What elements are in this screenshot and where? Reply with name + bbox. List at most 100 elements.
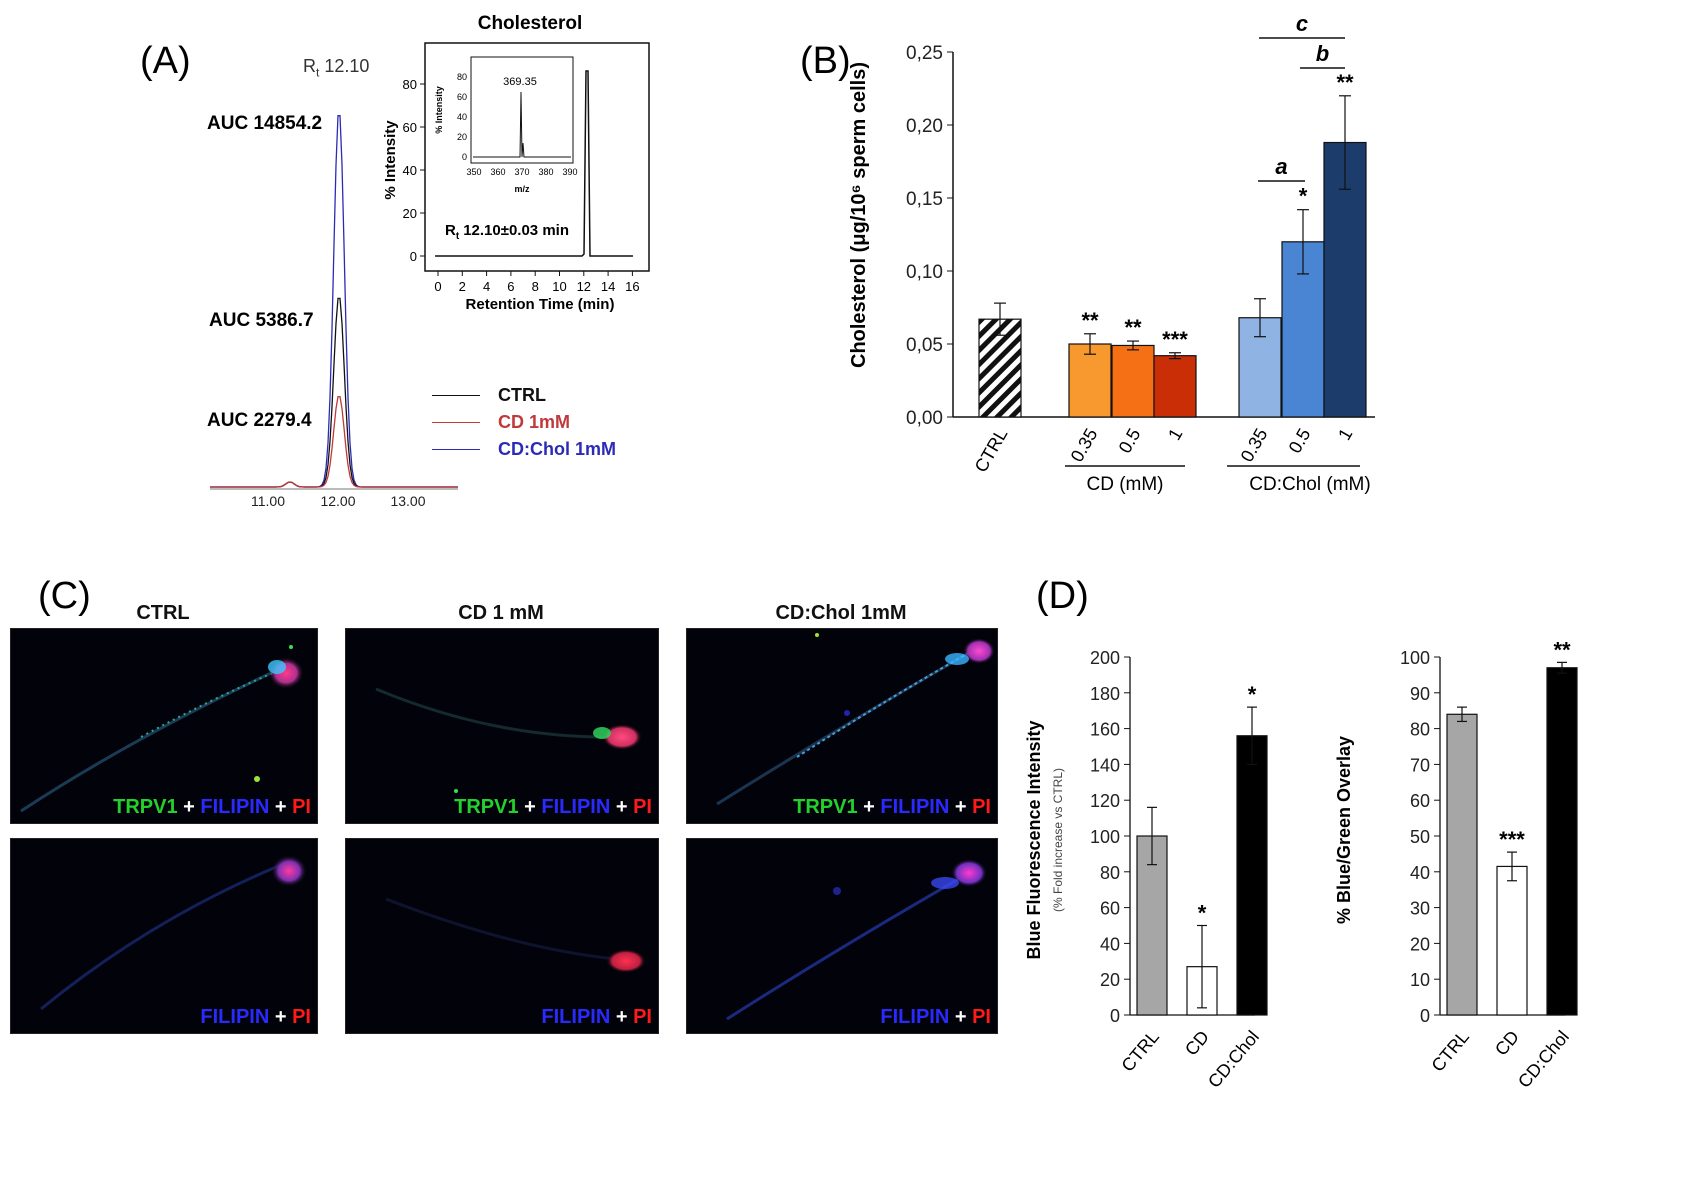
- legend-item-cd: CD 1mM: [432, 409, 616, 436]
- sperm-head: [606, 949, 646, 973]
- inset-xtick-label: 10: [552, 279, 566, 294]
- chromatogram-legend: CTRL CD 1mM CD:Chol 1mM: [432, 382, 616, 463]
- sperm-tail: [375, 687, 617, 739]
- ms-peak-label: 369.35: [503, 76, 537, 88]
- d-xtick-label: CD: [1491, 1027, 1523, 1060]
- b-xtick-label: 0.35: [1067, 425, 1102, 465]
- ms-xtick-label: 380: [538, 167, 553, 177]
- b-significance: **: [1081, 308, 1099, 333]
- d-ytick-label: 160: [1090, 720, 1120, 740]
- b-significance: ***: [1162, 327, 1188, 352]
- acrosome-stain: [931, 877, 959, 889]
- acrosome-stain: [945, 653, 969, 665]
- auc-label-cd: AUC 2279.4: [207, 410, 312, 431]
- stain-label-filipin: FILIPIN + PI: [200, 1006, 311, 1028]
- inset-trace: [435, 70, 633, 257]
- b-group-label-cdchol: CD:Chol (mM): [1249, 474, 1370, 495]
- d-ytick-label: 100: [1400, 648, 1430, 668]
- d-ytick-label: 140: [1090, 755, 1120, 775]
- panel-label-c: (C): [38, 575, 91, 617]
- stain-label-filipin: FILIPIN + PI: [541, 1006, 652, 1028]
- b-bracket-label: a: [1275, 154, 1287, 179]
- micrograph-cd-filipin: FILIPIN + PI: [345, 838, 659, 1034]
- ms-xlabel: m/z: [514, 184, 530, 194]
- ms-xtick-label: 370: [514, 167, 529, 177]
- sperm-head: [951, 859, 987, 887]
- d-bar: [1546, 667, 1578, 1016]
- panel-label-b: (B): [800, 40, 851, 82]
- micrograph-cdchol-filipin: FILIPIN + PI: [686, 838, 998, 1034]
- micrograph-cd-merged: TRPV1 + FILIPIN + PI: [345, 628, 659, 824]
- blue-fluorescence-chart: 0 20 40 60 80 100 120 140 160 180 200 CTRL * CD * CD:Ch…: [1024, 648, 1268, 1092]
- ms-ylabel: % Intensity: [434, 86, 444, 134]
- inset-xtick-label: 16: [625, 279, 639, 294]
- d-ytick-label: 60: [1410, 791, 1430, 811]
- inset-title: Cholesterol: [478, 13, 583, 34]
- d-significance: *: [1248, 682, 1257, 707]
- b-ytick-label: 0,05: [906, 335, 943, 356]
- acrosome-stain: [268, 660, 286, 674]
- ms-xtick-label: 390: [562, 167, 577, 177]
- b-xtick-label: 1: [1164, 425, 1186, 444]
- d-ytick-label: 20: [1410, 934, 1430, 954]
- d-xtick-label: CTRL: [1428, 1027, 1474, 1076]
- d-ytick-label: 100: [1090, 827, 1120, 847]
- b-bar: [1153, 355, 1197, 418]
- d-significance: **: [1553, 637, 1571, 662]
- legend-item-ctrl: CTRL: [432, 382, 616, 409]
- ms-ytick-label: 80: [457, 72, 467, 82]
- d-significance: *: [1198, 901, 1207, 926]
- d-bar: [1496, 865, 1528, 1016]
- legend-item-cdchol: CD:Chol 1mM: [432, 436, 616, 463]
- d-significance: ***: [1499, 827, 1525, 852]
- b-bracket-label: b: [1316, 41, 1329, 66]
- sperm-head: [271, 855, 307, 887]
- d2-ylabel: % Blue/Green Overlay: [1334, 736, 1354, 924]
- b-significance: *: [1299, 184, 1308, 209]
- panel-label-d: (D): [1036, 575, 1089, 617]
- b-ytick-label: 0,15: [906, 189, 943, 210]
- ms-xtick-label: 360: [490, 167, 505, 177]
- micrograph-ctrl-filipin: FILIPIN + PI: [10, 838, 318, 1034]
- inset-ytick-label: 20: [403, 206, 417, 221]
- ms-ticks: 350 360 370 380 390 0 20 40 60 80: [457, 72, 578, 177]
- micrograph-ctrl-merged: TRPV1 + FILIPIN + PI: [10, 628, 318, 824]
- d-ytick-label: 50: [1410, 827, 1430, 847]
- inset-xtick-label: 2: [459, 279, 466, 294]
- inset-ticks: 0 2 4 6 8 10 12 14 16 0 20 40 60 80: [403, 77, 640, 294]
- d-ytick-label: 0: [1110, 1006, 1120, 1026]
- d-xtick-label: CD:Chol: [1514, 1027, 1573, 1092]
- ms-ytick-label: 20: [457, 132, 467, 142]
- ms-trace: [473, 91, 571, 158]
- rt-label: Rt 12.10: [303, 56, 370, 80]
- b-xtick-label: 0.5: [1115, 425, 1145, 457]
- d1-ysublabel: (% Fold increase vs CTRL): [1051, 768, 1065, 912]
- b-xtick-label: 0.5: [1285, 425, 1315, 457]
- b-group-label-cd: CD (mM): [1086, 474, 1163, 495]
- stain-label-filipin: FILIPIN + PI: [880, 1006, 991, 1028]
- chromatogram-tick-0: 11.00: [251, 493, 285, 509]
- b-bracket-label: c: [1296, 11, 1308, 36]
- b-ytick-label: 0,20: [906, 116, 943, 137]
- b-ytick-label: 0,10: [906, 262, 943, 283]
- d-ytick-label: 40: [1100, 934, 1120, 954]
- d2-plot: 0 10 20 30 40 50 60 70 80 90 100 CTRL *** CD ** CD:Chol: [1400, 637, 1578, 1092]
- legend-swatch-ctrl: [432, 395, 480, 396]
- d-ytick-label: 80: [1100, 863, 1120, 883]
- b-bar: [1111, 344, 1155, 418]
- ms-ytick-label: 60: [457, 92, 467, 102]
- inset-xtick-label: 14: [601, 279, 615, 294]
- inset-ylabel: % Intensity: [382, 120, 399, 200]
- chromatogram-traces: [210, 115, 458, 488]
- d-ytick-label: 70: [1410, 755, 1430, 775]
- b-significance: **: [1124, 315, 1142, 340]
- b-ylabel: Cholesterol (μg/10⁶ sperm cells): [848, 62, 870, 368]
- particle: [833, 887, 841, 895]
- ms-ytick-label: 40: [457, 112, 467, 122]
- blue-green-overlay-chart: 0 10 20 30 40 50 60 70 80 90 100 CTRL *** CD ** CD:Chol…: [1334, 637, 1578, 1092]
- particle: [815, 633, 819, 637]
- inset-chart: Cholesterol 0 2 4 6 8 10 12 14 16 0 20 40 60 80 Reten…: [382, 13, 650, 313]
- trace-cd: [210, 395, 458, 488]
- d-xtick-label: CTRL: [1118, 1027, 1164, 1076]
- b-bar: [1068, 343, 1112, 418]
